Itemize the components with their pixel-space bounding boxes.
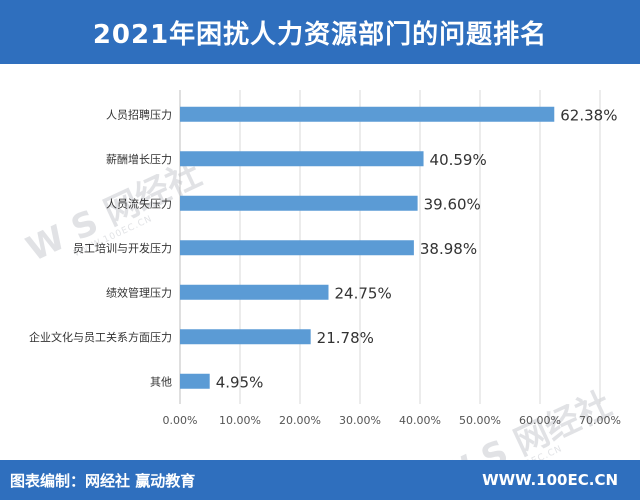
category-label: 企业文化与员工关系方面压力: [29, 330, 172, 344]
category-label: 人员流失压力: [106, 196, 172, 210]
x-tick-label: 40.00%: [399, 414, 441, 427]
value-label: 4.95%: [216, 373, 264, 391]
chart-footer: 图表编制：网经社 赢动教育 WWW.100EC.CN: [0, 460, 640, 500]
bar: [180, 329, 311, 345]
x-tick-label: 0.00%: [163, 414, 198, 427]
value-label: 21.78%: [317, 329, 374, 347]
category-label: 绩效管理压力: [106, 285, 172, 299]
category-label: 其他: [150, 375, 172, 388]
bar: [180, 106, 555, 122]
value-label: 38.98%: [420, 240, 477, 258]
value-label: 40.59%: [430, 151, 487, 169]
x-tick-label: 60.00%: [519, 414, 561, 427]
x-tick-label: 70.00%: [579, 414, 621, 427]
footer-credit: 图表编制：网经社 赢动教育: [10, 471, 196, 490]
bar: [180, 195, 418, 211]
value-label: 24.75%: [335, 284, 392, 302]
category-label: 薪酬增长压力: [106, 152, 172, 166]
x-tick-label: 50.00%: [459, 414, 501, 427]
category-label: 人员招聘压力: [106, 107, 172, 121]
chart-title: 2021年困扰人力资源部门的问题排名: [92, 19, 548, 50]
bar: [180, 284, 329, 300]
value-label: 39.60%: [424, 195, 481, 213]
chart-header: 2021年困扰人力资源部门的问题排名: [0, 0, 640, 64]
x-tick-label: 10.00%: [219, 414, 261, 427]
footer-url: WWW.100EC.CN: [482, 471, 618, 489]
value-label: 62.38%: [560, 106, 617, 124]
bar: [180, 240, 414, 256]
category-label: 员工培训与开发压力: [73, 241, 172, 255]
bar-chart: 0.00% 10.00% 20.00% 30.00% 40.00% 50.00% 60.00…: [29, 90, 621, 427]
bar: [180, 373, 210, 389]
chart-area: W S 网经社 WWW.100EC.CN W S 网经社 WWW.100EC.C…: [0, 64, 640, 500]
x-tick-label: 20.00%: [279, 414, 321, 427]
bar: [180, 151, 424, 167]
x-tick-label: 30.00%: [339, 414, 381, 427]
